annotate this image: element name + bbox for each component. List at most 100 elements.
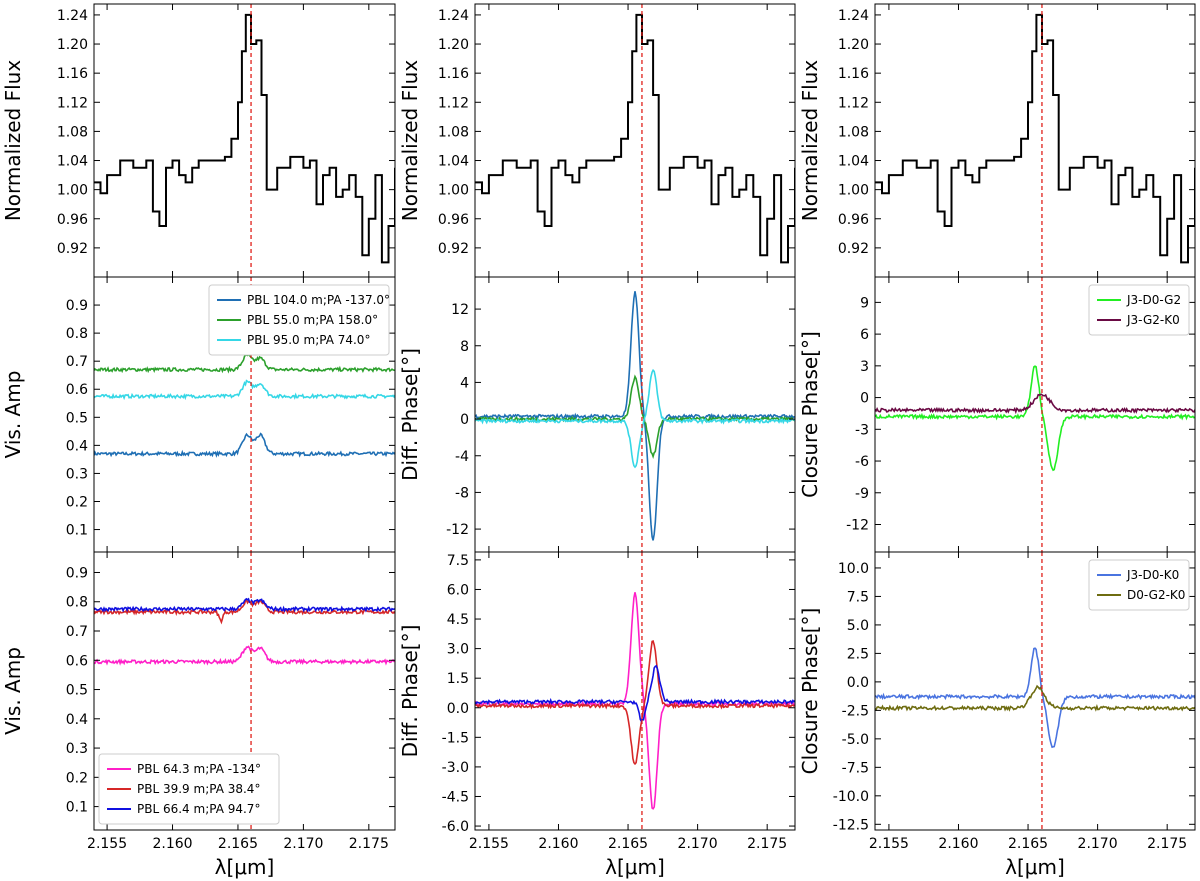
- y-tick-label: 0: [460, 412, 469, 428]
- y-tick-label: 0: [860, 391, 869, 407]
- y-tick-label: -2.5: [842, 703, 869, 719]
- axes-frame: [474, 276, 796, 553]
- y-tick-label: 1.24: [57, 8, 88, 24]
- y-tick-label: 1.12: [57, 95, 88, 111]
- legend-label: J3-D0-G2: [1126, 293, 1181, 307]
- x-axis-label: λ[μm]: [215, 855, 275, 879]
- y-tick-label: 1.08: [438, 124, 469, 140]
- panel-c1-vis1: 0.1 0.2 0.3 0.4 0.5 0.6 0.7 0.8 0.9 Vis. Amp PBL 1…: [1, 276, 396, 553]
- y-tick-label: 1.00: [438, 183, 469, 199]
- legend-label: PBL 55.0 m;PA 158.0°: [247, 313, 378, 327]
- panel-c2-dp1: -12 -8 -4 0 4 8 12 Diff. Phase[°]: [398, 276, 796, 553]
- y-tick-label: 0.5: [66, 683, 88, 699]
- panel-c2-dp2: -6.0 -4.5 -3.0 -1.5 0.0 1.5 3.0 4.5 6.0 7.5 2.155 2…: [398, 551, 796, 879]
- plot-area: [94, 13, 395, 264]
- series-c3-cp1-0: [875, 365, 1195, 472]
- y-tick-label: 1.5: [447, 671, 469, 687]
- y-tick-label: 0.0: [447, 701, 469, 717]
- y-tick-label: 9: [860, 295, 869, 311]
- axes-frame: [93, 3, 396, 278]
- y-tick-label: 0.8: [66, 595, 88, 611]
- y-tick-label: 3: [860, 359, 869, 375]
- legend-box: [1088, 559, 1190, 611]
- y-tick-label: -4.5: [442, 789, 469, 805]
- y-tick-label: 5.0: [847, 618, 869, 634]
- x-tick-label: 2.170: [283, 836, 323, 852]
- y-tick-label: 0.92: [57, 241, 88, 257]
- y-tick-label: 0.1: [66, 800, 88, 816]
- y-tick-label: 0.3: [66, 466, 88, 482]
- y-tick-label: 0.9: [66, 565, 88, 581]
- y-tick-label: 1.08: [838, 124, 869, 140]
- series-c1-vis2-0: [94, 645, 395, 666]
- legend: J3-D0-K0 D0-G2-K0: [1088, 559, 1190, 611]
- x-axis-label: λ[μm]: [605, 855, 665, 879]
- plot-area: [475, 592, 795, 810]
- x-tick-label: 2.155: [869, 836, 909, 852]
- panel-c1-vis2: 0.1 0.2 0.3 0.4 0.5 0.6 0.7 0.8 0.9 2.155 2.160 2.1…: [1, 551, 396, 879]
- y-tick-label: -12: [846, 518, 869, 534]
- y-tick-label: 1.08: [57, 124, 88, 140]
- series-c3-flux-0: [875, 13, 1195, 264]
- y-tick-label: 0.96: [57, 212, 88, 228]
- x-tick-label: 2.160: [938, 836, 978, 852]
- series-c2-dp1-2: [475, 368, 795, 469]
- panel-c1-flux: 0.92 0.96 1.00 1.04 1.08 1.12 1.16 1.20 1.24 Norm…: [1, 3, 396, 278]
- y-tick-label: 0.92: [838, 241, 869, 257]
- x-tick-label: 2.175: [349, 836, 389, 852]
- x-tick-label: 2.155: [469, 836, 509, 852]
- y-axis-label: Closure Phase[°]: [798, 608, 822, 775]
- x-tick-label: 2.165: [608, 836, 648, 852]
- legend-label: J3-D0-K0: [1126, 568, 1179, 582]
- legend-box: [98, 753, 280, 825]
- y-tick-label: -3.0: [442, 760, 469, 776]
- y-tick-label: 1.24: [438, 8, 469, 24]
- y-tick-label: 1.24: [838, 8, 869, 24]
- y-tick-label: 4: [460, 375, 469, 391]
- legend-label: PBL 66.4 m;PA 94.7°: [137, 802, 260, 816]
- y-axis-label: Diff. Phase[°]: [398, 348, 422, 481]
- axes-frame: [874, 3, 1196, 278]
- series-c2-dp2-1: [475, 640, 795, 766]
- y-tick-label: 7.5: [447, 553, 469, 569]
- y-tick-label: -7.5: [842, 760, 869, 776]
- y-tick-label: 6.0: [447, 582, 469, 598]
- x-tick-label: 2.170: [1078, 836, 1118, 852]
- axes-frame: [93, 551, 396, 831]
- plot-area: [475, 13, 795, 264]
- plot-area: [875, 13, 1195, 264]
- legend-box: [208, 284, 390, 356]
- y-tick-label: 0.6: [66, 382, 88, 398]
- y-tick-label: 2.5: [847, 646, 869, 662]
- y-tick-label: 0.9: [66, 298, 88, 314]
- y-tick-label: 1.20: [57, 37, 88, 53]
- y-tick-label: 0.8: [66, 326, 88, 342]
- y-tick-label: 0.96: [438, 212, 469, 228]
- y-tick-label: 0.7: [66, 354, 88, 370]
- y-tick-label: 0.4: [66, 438, 88, 454]
- legend: PBL 64.3 m;PA -134° PBL 39.9 m;PA 38.4° PB…: [98, 753, 280, 825]
- panel-c2-flux: 0.92 0.96 1.00 1.04 1.08 1.12 1.16 1.20 1.24 Norm…: [398, 3, 796, 278]
- panel-c3-cp2: -12.5 -10.0 -7.5 -5.0 -2.5 0.0 2.5 5.0 7.5 10.0 2.…: [798, 551, 1196, 879]
- y-axis-label: Diff. Phase[°]: [398, 625, 422, 758]
- x-tick-label: 2.175: [747, 836, 787, 852]
- y-axis-label: Vis. Amp: [1, 647, 25, 735]
- y-tick-label: 1.04: [57, 154, 88, 170]
- y-tick-label: -6: [855, 454, 869, 470]
- legend-label: PBL 95.0 m;PA 74.0°: [247, 333, 370, 347]
- legend-label: PBL 39.9 m;PA 38.4°: [137, 782, 260, 796]
- legend: PBL 104.0 m;PA -137.0° PBL 55.0 m;PA 158.…: [208, 284, 390, 356]
- x-tick-label: 2.165: [1008, 836, 1048, 852]
- y-tick-label: 1.00: [57, 183, 88, 199]
- y-tick-label: 8: [460, 339, 469, 355]
- y-tick-label: -5.0: [842, 732, 869, 748]
- y-tick-label: 1.12: [838, 95, 869, 111]
- plot-area: [875, 647, 1195, 749]
- y-tick-label: 0.2: [66, 494, 88, 510]
- y-tick-label: 1.04: [438, 154, 469, 170]
- legend: J3-D0-G2 J3-G2-K0: [1088, 284, 1190, 336]
- y-tick-label: 1.12: [438, 95, 469, 111]
- axes-frame: [474, 551, 796, 831]
